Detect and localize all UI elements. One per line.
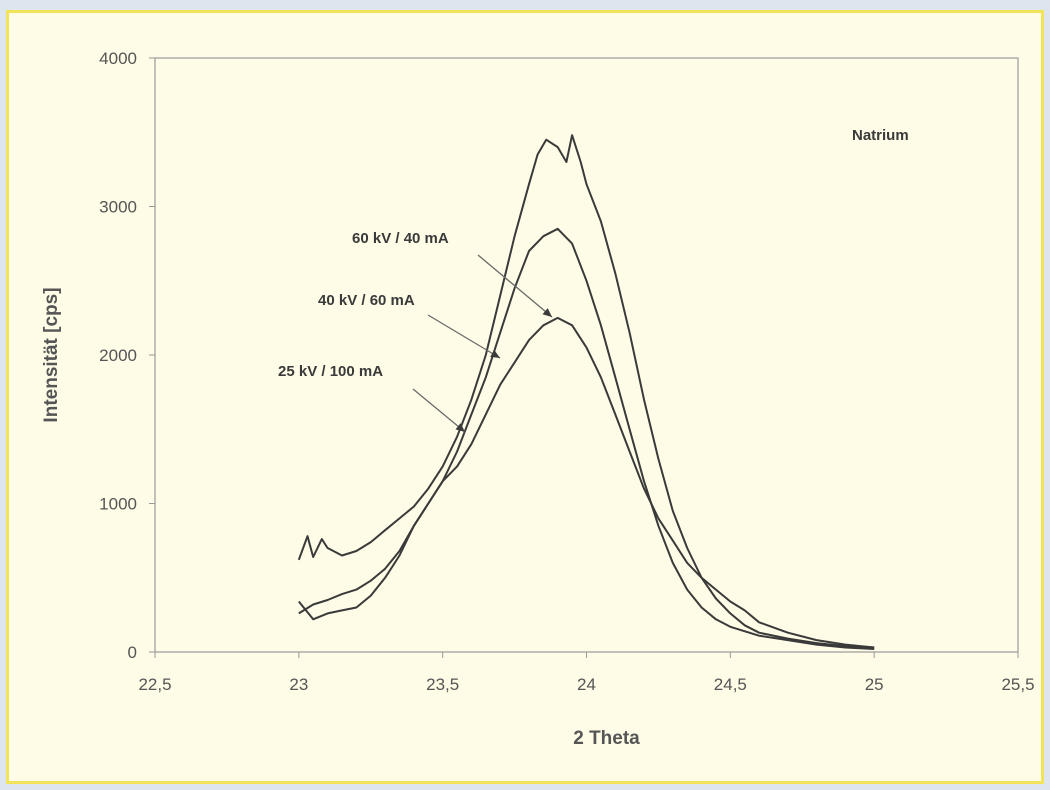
annotation-60kv-40ma-arrow-head bbox=[542, 308, 552, 317]
annotation-60kv-40ma: 60 kV / 40 mA bbox=[352, 230, 449, 247]
series-line-3 bbox=[298, 316, 875, 649]
annotation-25kv-100ma-arrow-head bbox=[455, 423, 465, 432]
x-tick-label: 24 bbox=[577, 675, 596, 694]
annotation-25kv-100ma: 25 kV / 100 mA bbox=[278, 363, 383, 380]
x-axis-title: 2 Theta bbox=[573, 728, 640, 749]
series-line-2 bbox=[298, 227, 875, 650]
annotation-40kv-60ma: 40 kV / 60 mA bbox=[318, 292, 415, 309]
annotation-40kv-60ma-arrow-line bbox=[427, 314, 501, 359]
y-tick-label: 3000 bbox=[99, 198, 137, 217]
annotation-arrows bbox=[412, 254, 553, 433]
x-tick-label: 24,5 bbox=[714, 675, 747, 694]
x-tick-label: 22,5 bbox=[138, 675, 171, 694]
y-axis-ticks: 0 1000 2000 3000 4000 bbox=[99, 49, 155, 662]
x-tick-label: 23,5 bbox=[426, 675, 459, 694]
chart-card bbox=[6, 10, 1044, 784]
plot-area bbox=[154, 57, 1019, 653]
x-tick-label: 25 bbox=[865, 675, 884, 694]
series-group bbox=[297, 134, 875, 650]
y-tick-label: 1000 bbox=[99, 495, 137, 514]
y-tick-label: 2000 bbox=[99, 346, 137, 365]
y-tick-label: 4000 bbox=[99, 49, 137, 68]
annotation-40kv-60ma-arrow-head bbox=[490, 349, 500, 358]
annotation-60kv-40ma-arrow-line bbox=[477, 254, 553, 318]
annotation-25kv-100ma-arrow-line bbox=[412, 388, 466, 433]
annotation-natrium: Natrium bbox=[852, 127, 909, 144]
series-line-1 bbox=[297, 134, 875, 649]
x-axis-ticks: 22,5 23 23,5 24 24,5 25 25,5 bbox=[138, 652, 1035, 694]
x-tick-label: 25,5 bbox=[1001, 675, 1034, 694]
y-tick-label: 0 bbox=[128, 643, 137, 662]
y-axis-title: Intensität [cps] bbox=[41, 287, 62, 422]
x-tick-label: 23 bbox=[289, 675, 308, 694]
